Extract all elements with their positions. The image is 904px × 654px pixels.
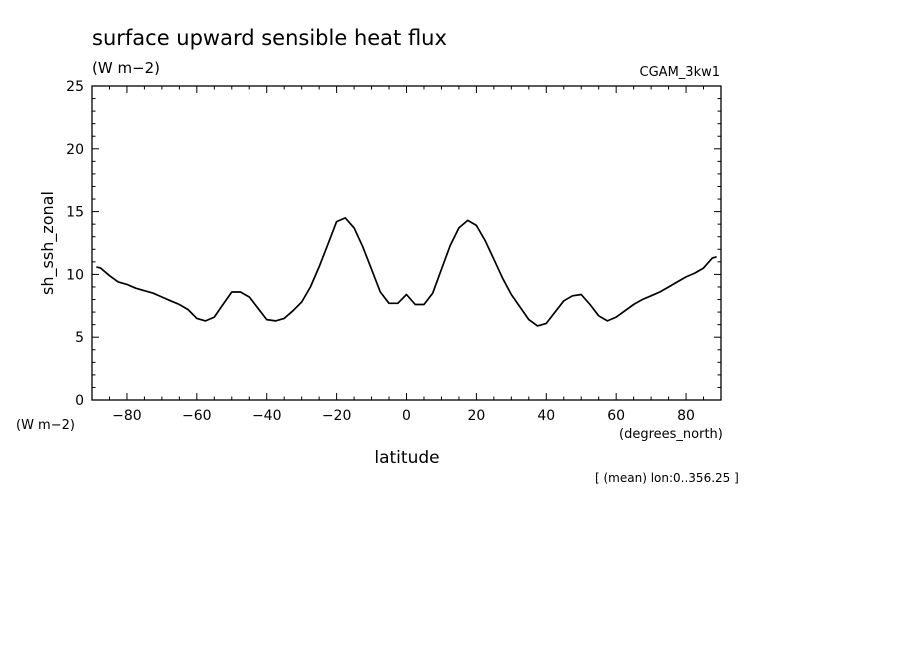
- run-label: CGAM_3kw1: [640, 65, 720, 80]
- y-tick-label: 5: [75, 330, 84, 346]
- x-tick-labels: −80 −60 −40 −20 0 20 40 60 80: [112, 408, 695, 424]
- plot-frame: [91, 85, 722, 401]
- x-axis-label: latitude: [374, 448, 439, 468]
- y-tick-label: 15: [66, 205, 84, 221]
- title-units: (W m−2): [92, 59, 160, 77]
- y-tick-label: 0: [75, 393, 84, 409]
- x-tick-label: −80: [112, 408, 142, 424]
- y-tick-labels: 0 5 10 15 20 25: [66, 79, 84, 409]
- x-tick-label: −20: [322, 408, 352, 424]
- x-tick-label: −60: [182, 408, 212, 424]
- y-axis-label: sh_ssh_zonal: [38, 191, 58, 295]
- y-axis-units: (W m−2): [16, 418, 75, 433]
- x-tick-label: 40: [537, 408, 555, 424]
- footnote: [ (mean) lon:0..356.25 ]: [595, 471, 739, 485]
- x-tick-label: 20: [467, 408, 485, 424]
- x-axis-units: (degrees_north): [619, 427, 723, 442]
- x-tick-label: 0: [402, 408, 411, 424]
- axis-ticks: [91, 85, 722, 401]
- x-tick-label: −40: [252, 408, 282, 424]
- y-tick-label: 20: [66, 142, 84, 158]
- x-tick-label: 80: [677, 408, 695, 424]
- chart-title: surface upward sensible heat flux: [92, 26, 447, 50]
- x-tick-label: 60: [607, 408, 625, 424]
- series-line: [96, 217, 717, 327]
- y-tick-label: 10: [66, 267, 84, 283]
- y-tick-label: 25: [66, 79, 84, 95]
